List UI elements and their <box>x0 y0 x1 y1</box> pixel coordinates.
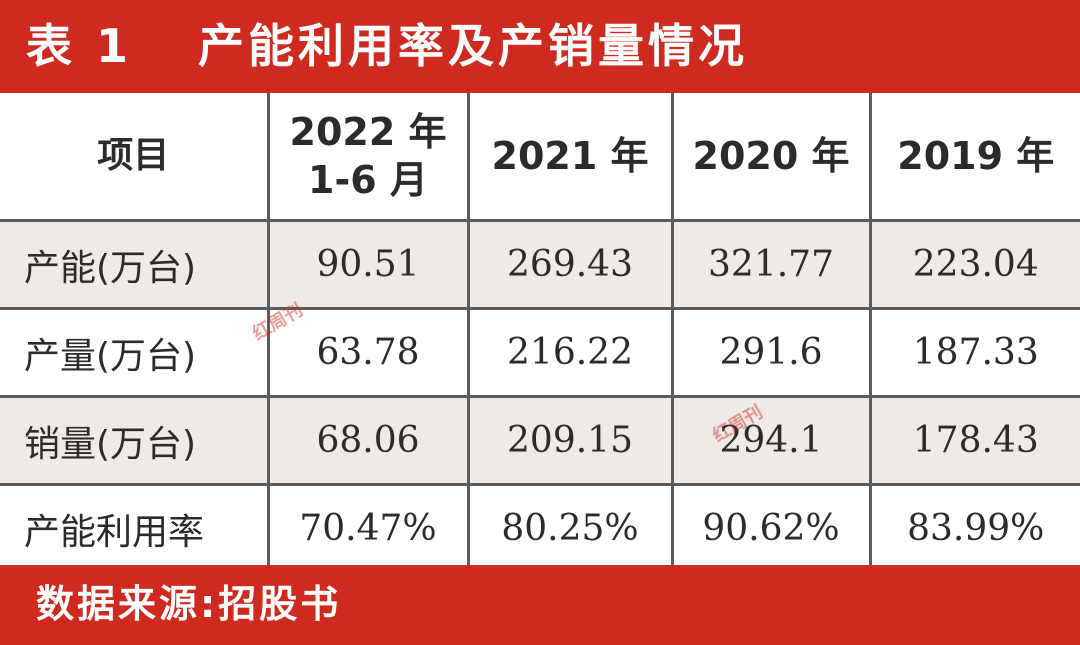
footer-bar: 数据来源:招股书 <box>0 565 1080 645</box>
source-note: 数据来源:招股书 <box>36 582 342 626</box>
row-label: 销量(万台) <box>0 395 270 486</box>
table-cell: 63.78 <box>266 307 470 398</box>
data-table-container: 项目 2022 年 1-6 月 2021 年 2020 年 2019 年 产能(… <box>0 93 1080 571</box>
table-cell: 321.77 <box>670 219 872 310</box>
table-cell: 70.47% <box>266 483 470 571</box>
row-label: 产量(万台) <box>0 307 270 398</box>
header-2022h1-line2: 1-6 月 <box>308 158 428 202</box>
table-cell: 269.43 <box>466 219 674 310</box>
table-cell: 291.6 <box>670 307 872 398</box>
row-label: 产能(万台) <box>0 219 270 310</box>
header-2022h1-line1: 2022 年 <box>289 110 447 154</box>
table-cell: 178.43 <box>868 395 1080 486</box>
table-row-capacity: 产能(万台) 90.51 269.43 321.77 223.04 <box>0 219 1080 310</box>
table-row-utilization: 产能利用率 70.47% 80.25% 90.62% 83.99% <box>0 483 1080 571</box>
table-cell: 294.1 <box>670 395 872 486</box>
title-bar: 表 1 产能利用率及产销量情况 <box>0 0 1080 93</box>
table-row-output: 产量(万台) 63.78 216.22 291.6 187.33 <box>0 307 1080 398</box>
header-2021: 2021 年 <box>466 93 674 222</box>
header-2019: 2019 年 <box>868 93 1080 222</box>
table-cell: 223.04 <box>868 219 1080 310</box>
table-cell: 90.51 <box>266 219 470 310</box>
header-2022h1: 2022 年 1-6 月 <box>266 93 470 222</box>
table-row-sales: 销量(万台) 68.06 209.15 294.1 178.43 <box>0 395 1080 486</box>
table-cell: 68.06 <box>266 395 470 486</box>
table-cell: 80.25% <box>466 483 674 571</box>
table-cell: 216.22 <box>466 307 674 398</box>
table-number: 表 1 <box>26 19 133 73</box>
table-title: 产能利用率及产销量情况 <box>198 19 748 73</box>
header-2020: 2020 年 <box>670 93 872 222</box>
table-cell: 187.33 <box>868 307 1080 398</box>
table-cell: 209.15 <box>466 395 674 486</box>
table-cell: 83.99% <box>868 483 1080 571</box>
header-row: 项目 2022 年 1-6 月 2021 年 2020 年 2019 年 <box>0 93 1080 222</box>
header-item: 项目 <box>0 93 270 222</box>
table-cell: 90.62% <box>670 483 872 571</box>
row-label: 产能利用率 <box>0 483 270 571</box>
data-table: 项目 2022 年 1-6 月 2021 年 2020 年 2019 年 产能(… <box>0 93 1080 571</box>
